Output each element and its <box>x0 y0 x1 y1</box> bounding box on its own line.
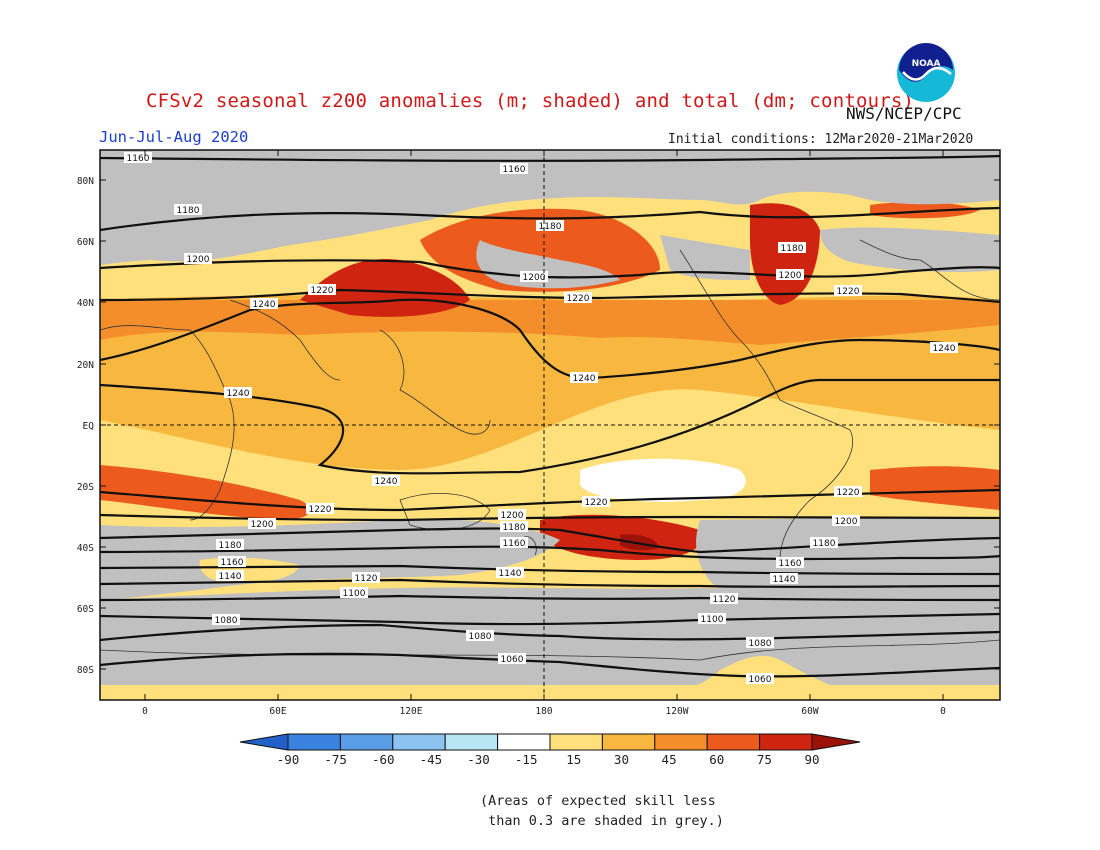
svg-text:1200: 1200 <box>251 520 274 530</box>
colorbar-swatch <box>654 733 708 751</box>
svg-text:1220: 1220 <box>837 287 860 297</box>
lon-label: 180 <box>535 706 552 717</box>
svg-text:NOAA: NOAA <box>912 59 941 69</box>
season-label: Jun-Jul-Aug 2020 <box>99 128 249 146</box>
svg-text:1240: 1240 <box>573 374 596 384</box>
svg-text:1140: 1140 <box>499 569 522 579</box>
colorbar-swatch <box>497 733 551 751</box>
colorbar-tick-label: -90 <box>277 752 300 767</box>
svg-text:1200: 1200 <box>501 511 524 521</box>
svg-text:1200: 1200 <box>779 271 802 281</box>
lat-label: 80N <box>77 176 94 187</box>
lat-label: 80S <box>77 665 94 676</box>
colorbar-arrow-high <box>811 733 861 751</box>
lat-label: 20N <box>77 360 94 371</box>
colorbar-swatch <box>339 733 394 751</box>
lon-label: 0 <box>142 706 148 717</box>
svg-text:1160: 1160 <box>779 559 802 569</box>
agency-label: NWS/NCEP/CPC <box>846 104 962 123</box>
svg-text:1180: 1180 <box>813 539 836 549</box>
lon-label: 60W <box>801 706 818 717</box>
svg-text:1180: 1180 <box>219 541 242 551</box>
lon-label: 0 <box>940 706 946 717</box>
lat-label: 60N <box>77 237 94 248</box>
svg-text:1220: 1220 <box>585 498 608 508</box>
svg-text:1080: 1080 <box>749 639 772 649</box>
svg-text:1160: 1160 <box>503 165 526 175</box>
colorbar-tick-label: 60 <box>709 752 724 767</box>
colorbar-tick-label: -15 <box>515 752 538 767</box>
svg-text:1220: 1220 <box>311 286 334 296</box>
latitude-axis: 80N 60N 40N 20N EQ 20S 40S 60S 80S <box>77 176 1000 676</box>
svg-text:1200: 1200 <box>187 255 210 265</box>
colorbar: -90 -75 -60 -45 -30 -15 15 30 45 60 75 90 <box>239 733 861 767</box>
svg-text:1120: 1120 <box>355 574 378 584</box>
svg-text:1080: 1080 <box>469 632 492 642</box>
colorbar-tick-label: 45 <box>662 752 677 767</box>
svg-text:1140: 1140 <box>219 572 242 582</box>
colorbar-tick-label: 75 <box>757 752 772 767</box>
svg-text:1160: 1160 <box>221 558 244 568</box>
colorbar-tick-label: -45 <box>420 752 443 767</box>
svg-text:1240: 1240 <box>933 344 956 354</box>
svg-text:1100: 1100 <box>701 615 724 625</box>
svg-text:1220: 1220 <box>567 294 590 304</box>
svg-text:1220: 1220 <box>837 488 860 498</box>
svg-text:1080: 1080 <box>215 616 238 626</box>
map-title: CFSv2 seasonal z200 anomalies (m; shaded… <box>146 90 915 112</box>
lat-label: EQ <box>83 421 95 432</box>
svg-text:1200: 1200 <box>835 517 858 527</box>
svg-text:1240: 1240 <box>253 300 276 310</box>
skill-footnote: (Areas of expected skill less than 0.3 a… <box>480 793 724 829</box>
longitude-axis: 0 60E 120E 180 120W 60W 0 <box>142 150 946 717</box>
colorbar-arrow-low <box>239 733 289 751</box>
colorbar-swatch <box>287 733 341 751</box>
colorbar-swatch <box>444 733 499 751</box>
svg-text:1240: 1240 <box>375 477 398 487</box>
lon-label: 120E <box>400 706 423 717</box>
initial-conditions-label: Initial conditions: 12Mar2020-21Mar2020 <box>668 132 974 147</box>
svg-text:1140: 1140 <box>773 575 796 585</box>
lat-label: 20S <box>77 482 94 493</box>
colorbar-tick-label: -75 <box>324 752 347 767</box>
colorbar-tick-label: 30 <box>614 752 629 767</box>
lat-label: 60S <box>77 604 94 615</box>
colorbar-tick-label: -60 <box>372 752 395 767</box>
colorbar-tick-label: 15 <box>566 752 581 767</box>
colorbar-swatch <box>706 733 761 751</box>
svg-text:1120: 1120 <box>713 595 736 605</box>
svg-text:1160: 1160 <box>127 154 150 164</box>
colorbar-swatch <box>392 733 446 751</box>
lon-label: 120W <box>666 706 689 717</box>
svg-text:1240: 1240 <box>227 389 250 399</box>
lat-label: 40S <box>77 543 94 554</box>
svg-text:1180: 1180 <box>503 523 526 533</box>
svg-text:1220: 1220 <box>309 505 332 515</box>
noaa-logo: NOAA <box>897 43 955 102</box>
svg-text:1200: 1200 <box>523 273 546 283</box>
colorbar-swatch <box>759 733 813 751</box>
colorbar-swatch <box>601 733 656 751</box>
svg-text:1060: 1060 <box>501 655 524 665</box>
lon-label: 60E <box>269 706 286 717</box>
colorbar-swatch <box>549 733 603 751</box>
svg-text:1180: 1180 <box>539 222 562 232</box>
svg-text:1160: 1160 <box>503 539 526 549</box>
svg-text:1060: 1060 <box>749 675 772 685</box>
colorbar-tick-label: -30 <box>467 752 490 767</box>
colorbar-tick-label: 90 <box>804 752 819 767</box>
lat-label: 40N <box>77 298 94 309</box>
svg-text:1180: 1180 <box>781 244 804 254</box>
svg-text:1180: 1180 <box>177 206 200 216</box>
svg-text:1100: 1100 <box>343 589 366 599</box>
